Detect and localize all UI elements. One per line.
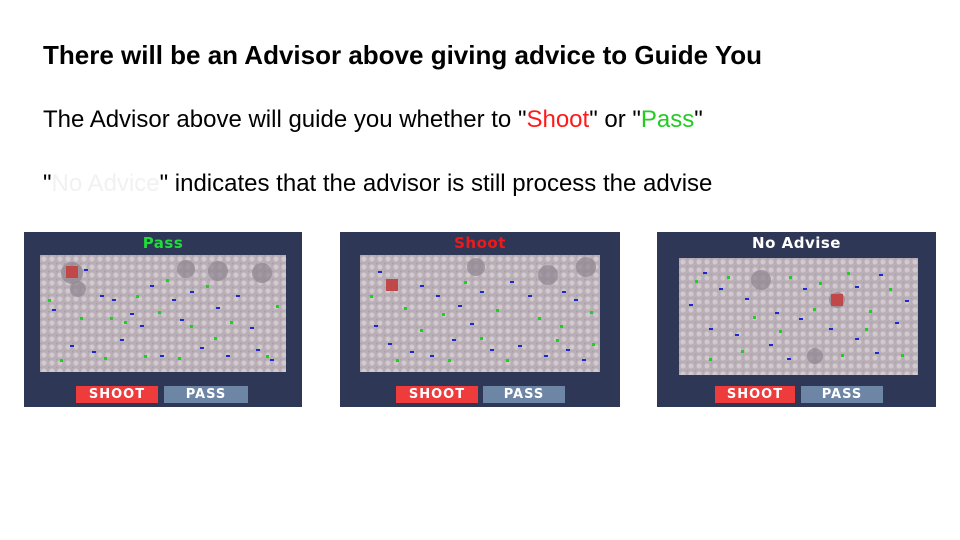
- slide-title: There will be an Advisor above giving ad…: [43, 40, 763, 70]
- advisor-label: No Advise: [752, 234, 841, 252]
- shoot-button[interactable]: SHOOT: [76, 386, 158, 403]
- pass-button[interactable]: PASS: [483, 386, 565, 403]
- advisor-label: Pass: [142, 234, 184, 252]
- keyword-pass: Pass: [640, 106, 695, 133]
- line1-prefix: The Advisor above will guide you whether…: [43, 106, 527, 133]
- keyword-no-advice: No Advice: [51, 170, 160, 197]
- game-screenshot-no-advise: No Advise SHOOT PASS: [657, 232, 936, 407]
- line1-suffix: ": [694, 106, 703, 133]
- advisor-label: Shoot: [454, 234, 506, 252]
- game-screenshot-pass: Pass: [24, 232, 302, 407]
- game-field: [360, 255, 600, 372]
- game-field: [40, 255, 286, 372]
- instruction-line-advisor: The Advisor above will guide you whether…: [43, 106, 703, 134]
- pass-button[interactable]: PASS: [801, 386, 883, 403]
- shoot-button[interactable]: SHOOT: [715, 386, 795, 403]
- line1-mid: " or ": [589, 106, 641, 133]
- game-screenshot-shoot: Shoot SHOOT PASS: [340, 232, 620, 407]
- instruction-line-no-advice: "No Advice" indicates that the advisor i…: [43, 170, 712, 198]
- line2-suffix: " indicates that the advisor is still pr…: [159, 170, 713, 197]
- field-players: [370, 257, 596, 362]
- pass-button[interactable]: PASS: [164, 386, 248, 403]
- shoot-button[interactable]: SHOOT: [396, 386, 478, 403]
- game-field: [679, 258, 918, 375]
- field-players: [689, 270, 909, 364]
- keyword-shoot: Shoot: [526, 106, 590, 133]
- field-players: [48, 260, 279, 362]
- line2-prefix: ": [43, 170, 52, 197]
